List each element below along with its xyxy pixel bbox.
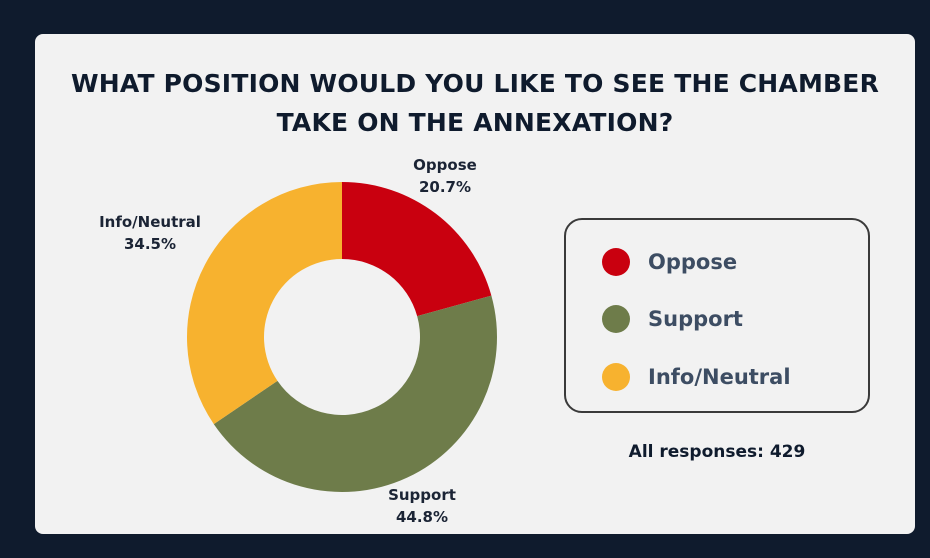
legend-label-support: Support bbox=[648, 307, 743, 331]
donut-slice-support bbox=[213, 295, 498, 492]
slice-label-info-neutral-name: Info/Neutral bbox=[99, 213, 201, 231]
slice-label-oppose-value: 20.7% bbox=[418, 178, 472, 196]
donut-chart bbox=[187, 182, 498, 492]
legend-item-info-neutral: Info/Neutral bbox=[602, 362, 791, 392]
slice-label-info-neutral-value: 34.5% bbox=[123, 235, 177, 253]
slice-label-support-name: Support bbox=[388, 486, 456, 504]
chart-title: WHAT POSITION WOULD YOU LIKE TO SEE THE … bbox=[35, 64, 915, 142]
chart-title-line-2: TAKE ON THE ANNEXATION? bbox=[276, 108, 674, 137]
legend-label-info-neutral: Info/Neutral bbox=[648, 365, 791, 389]
legend-swatch-support bbox=[602, 305, 630, 333]
chart-legend: Oppose Support Info/Neutral bbox=[564, 218, 870, 413]
slice-label-oppose: Oppose 20.7% bbox=[390, 154, 500, 198]
legend-label-oppose: Oppose bbox=[648, 250, 738, 274]
slice-label-oppose-name: Oppose bbox=[413, 156, 477, 174]
chart-title-line-1: WHAT POSITION WOULD YOU LIKE TO SEE THE … bbox=[70, 69, 880, 98]
chart-card: WHAT POSITION WOULD YOU LIKE TO SEE THE … bbox=[35, 34, 915, 534]
slice-label-support: Support 44.8% bbox=[357, 484, 487, 528]
slice-label-info-neutral: Info/Neutral 34.5% bbox=[75, 211, 225, 255]
legend-swatch-info-neutral bbox=[602, 363, 630, 391]
slice-label-support-value: 44.8% bbox=[395, 508, 449, 526]
total-responses: All responses: 429 bbox=[628, 442, 806, 462]
donut-slice-info-neutral bbox=[187, 182, 342, 425]
donut-slice-oppose bbox=[342, 182, 492, 317]
legend-swatch-oppose bbox=[602, 248, 630, 276]
legend-item-oppose: Oppose bbox=[602, 247, 737, 277]
legend-item-support: Support bbox=[602, 304, 743, 334]
